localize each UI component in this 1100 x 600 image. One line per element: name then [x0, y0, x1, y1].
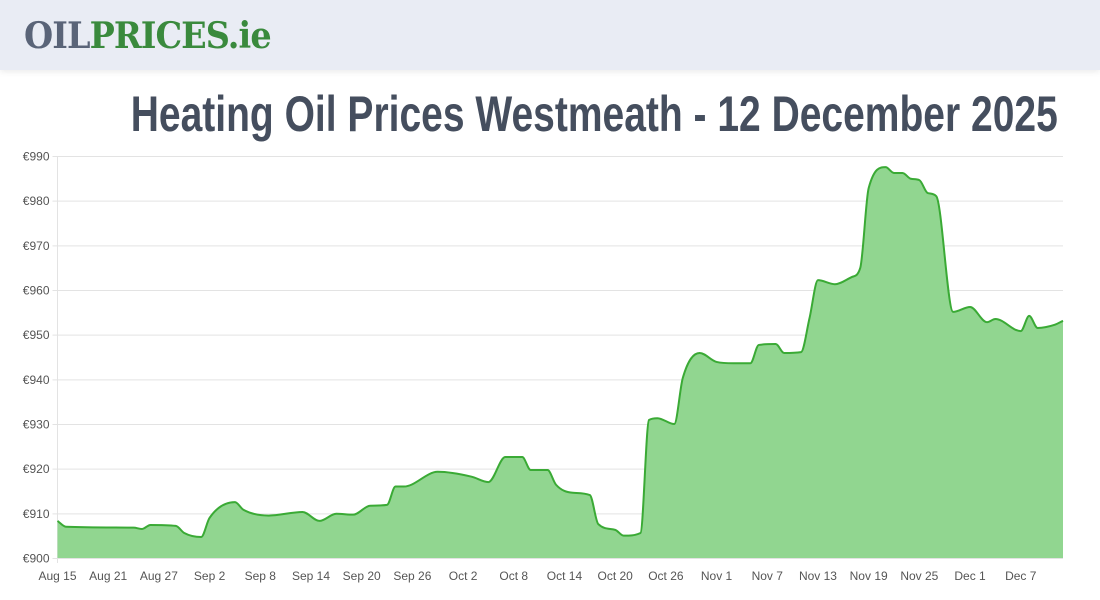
x-axis-ticks: Aug 15 Aug 21 Aug 27 Sep 2 Sep 8 Sep 14 Sep 20… [38, 569, 1036, 583]
x-tick-label: Nov 7 [752, 569, 784, 583]
x-tick-label: Dec 7 [1005, 569, 1037, 583]
y-tick-label: €920 [23, 462, 50, 476]
x-tick-label: Oct 8 [499, 569, 528, 583]
x-tick-label: Oct 20 [597, 569, 633, 583]
title-container: Heating Oil Prices Westmeath - 12 Decemb… [0, 84, 1100, 144]
x-tick-label: Nov 19 [850, 569, 888, 583]
x-tick-label: Aug 27 [140, 569, 178, 583]
page-title: Heating Oil Prices Westmeath - 12 Decemb… [130, 86, 1058, 142]
x-tick-label: Aug 21 [89, 569, 127, 583]
y-tick-label: €980 [23, 194, 50, 208]
y-tick-label: €950 [23, 328, 50, 342]
y-tick-label: €900 [23, 552, 50, 566]
x-tick-label: Oct 2 [449, 569, 478, 583]
y-tick-label: €930 [23, 418, 50, 432]
y-tick-label: €910 [23, 507, 50, 521]
x-tick-label: Aug 15 [38, 569, 76, 583]
x-tick-label: Oct 26 [648, 569, 684, 583]
x-tick-label: Sep 8 [245, 569, 277, 583]
logo-text-oil: OIL [24, 15, 91, 57]
x-tick-label: Sep 26 [393, 569, 431, 583]
price-line [56, 166, 1064, 539]
logo-text-prices: PRICES.ie [89, 15, 272, 57]
y-tick-label: €960 [23, 284, 50, 298]
x-tick-label: Sep 14 [292, 569, 330, 583]
x-tick-label: Nov 25 [900, 569, 938, 583]
price-area-fill [57, 167, 1063, 558]
x-tick-label: Dec 1 [954, 569, 986, 583]
site-logo[interactable]: OILPRICES.ie [24, 14, 272, 58]
x-tick-label: Nov 1 [701, 569, 733, 583]
y-axis-ticks: €900 €910 €920 €930 €940 €950 €960 €970 €980 €990 [23, 150, 50, 566]
y-tick-label: €970 [23, 239, 50, 253]
x-tick-label: Sep 2 [194, 569, 226, 583]
y-tick-label: €990 [23, 150, 50, 164]
x-tick-label: Oct 14 [547, 569, 583, 583]
y-tick-label: €940 [23, 373, 50, 387]
site-header: OILPRICES.ie [0, 0, 1100, 70]
x-tick-label: Sep 20 [343, 569, 381, 583]
x-tick-label: Nov 13 [799, 569, 837, 583]
